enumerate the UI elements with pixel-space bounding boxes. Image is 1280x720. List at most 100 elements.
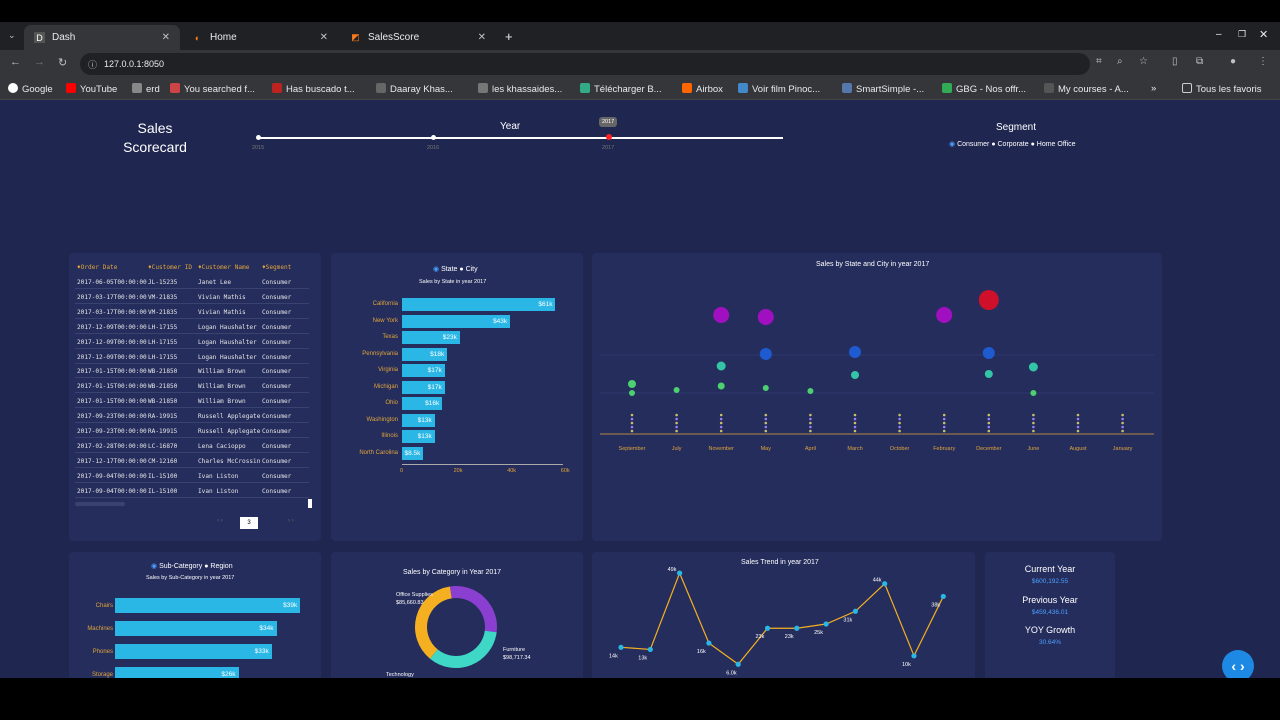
column-header[interactable]: ♦Order Date bbox=[77, 264, 118, 271]
data-point[interactable] bbox=[898, 429, 901, 433]
extensions-icon[interactable]: ⧉ bbox=[1196, 56, 1204, 67]
data-point[interactable] bbox=[987, 413, 991, 417]
star-icon[interactable]: ☆ bbox=[1139, 56, 1148, 67]
table-row[interactable]: 2017-06-05T00:00:00 JL-15235 Janet Lee Cons… bbox=[75, 277, 309, 289]
data-point[interactable] bbox=[1032, 421, 1035, 425]
data-point[interactable] bbox=[706, 640, 712, 646]
data-point[interactable] bbox=[630, 417, 634, 421]
all-bookmarks[interactable]: Tous les favoris bbox=[1182, 83, 1261, 95]
bookmark-item[interactable]: Has buscado t... bbox=[272, 83, 355, 95]
bookmark-item[interactable]: You searched f... bbox=[170, 83, 255, 95]
data-point[interactable] bbox=[647, 646, 653, 653]
radio-home-office[interactable]: ● bbox=[1030, 141, 1035, 148]
radio-subcategory[interactable]: ◉ bbox=[151, 563, 158, 570]
bar[interactable]: $8.5k bbox=[402, 446, 424, 460]
data-point[interactable] bbox=[987, 429, 991, 433]
site-info-icon[interactable]: ⓘ bbox=[88, 60, 98, 70]
data-point[interactable] bbox=[911, 653, 917, 659]
data-point[interactable] bbox=[809, 429, 812, 433]
minimize-icon[interactable]: – bbox=[1216, 29, 1222, 40]
bookmark-item[interactable]: Google bbox=[8, 83, 53, 95]
column-header[interactable]: ♦Customer ID bbox=[148, 264, 193, 271]
data-point[interactable] bbox=[1032, 429, 1035, 433]
bar[interactable]: $17k bbox=[402, 364, 445, 377]
bar[interactable]: $34k bbox=[115, 621, 277, 636]
data-point[interactable] bbox=[809, 421, 812, 425]
data-point[interactable] bbox=[1028, 362, 1038, 372]
close-icon[interactable]: ✕ bbox=[161, 32, 170, 43]
table-row[interactable]: 2017-12-09T00:00:00 LH-17155 Logan Haushal… bbox=[75, 337, 309, 349]
table-row[interactable]: 2017-03-17T00:00:00 VM-21835 Vivian Mathis… bbox=[75, 307, 309, 319]
data-point[interactable] bbox=[618, 644, 624, 650]
address-bar[interactable]: ⓘ 127.0.0.1:8050 bbox=[80, 53, 1090, 75]
data-point[interactable] bbox=[719, 413, 723, 417]
data-point[interactable] bbox=[807, 388, 814, 394]
data-point[interactable] bbox=[1121, 421, 1124, 425]
data-point[interactable] bbox=[978, 290, 999, 310]
bar[interactable]: $43k bbox=[402, 314, 511, 328]
translate-icon[interactable]: ⌗ bbox=[1096, 56, 1102, 67]
data-point[interactable] bbox=[719, 429, 723, 433]
data-point[interactable] bbox=[759, 348, 772, 360]
bar[interactable]: $39k bbox=[115, 598, 301, 613]
forward-icon[interactable]: → bbox=[34, 56, 45, 68]
menu-icon[interactable]: ⋮ bbox=[1258, 56, 1268, 67]
reload-icon[interactable]: ↻ bbox=[58, 57, 68, 69]
zoom-icon[interactable]: ⌕ bbox=[1117, 56, 1123, 67]
data-point[interactable] bbox=[942, 417, 946, 421]
bar[interactable]: $23k bbox=[402, 331, 460, 344]
bar[interactable]: $18k bbox=[402, 347, 448, 361]
close-icon[interactable]: ✕ bbox=[319, 32, 328, 43]
bookmark-item[interactable]: erd bbox=[132, 83, 160, 95]
tab-salesscore[interactable]: ◩ SalesScore ✕ bbox=[340, 25, 496, 50]
data-point[interactable] bbox=[898, 421, 901, 425]
data-point[interactable] bbox=[629, 390, 635, 396]
data-point[interactable] bbox=[764, 421, 768, 425]
data-point[interactable] bbox=[719, 421, 723, 425]
bookmark-item[interactable]: GBG - Nos offr... bbox=[942, 83, 1026, 95]
vertical-scrollbar[interactable] bbox=[308, 499, 312, 508]
tab-list-icon[interactable]: ⌄ bbox=[8, 30, 16, 40]
data-point[interactable] bbox=[764, 417, 768, 421]
donut-slice[interactable] bbox=[429, 630, 497, 668]
data-point[interactable] bbox=[1076, 413, 1080, 417]
data-point[interactable] bbox=[942, 413, 946, 417]
data-point[interactable] bbox=[853, 413, 857, 417]
data-point[interactable] bbox=[809, 417, 812, 421]
column-header[interactable]: ♦Segment bbox=[262, 264, 292, 271]
table-row[interactable]: 2017-12-09T00:00:00 LH-17155 Logan Haushal… bbox=[75, 352, 309, 364]
data-point[interactable] bbox=[1076, 421, 1080, 425]
next-page-icon[interactable]: › › bbox=[288, 518, 294, 524]
table-row[interactable]: 2017-12-09T00:00:00 LH-17155 Logan Haushal… bbox=[75, 322, 309, 334]
bookmark-item[interactable]: Voir film Pinoc... bbox=[738, 83, 820, 95]
table-row[interactable]: 2017-09-04T00:00:00 IL-15100 Ivan Liston Co… bbox=[75, 486, 309, 498]
data-point[interactable] bbox=[1076, 429, 1080, 433]
data-point[interactable] bbox=[853, 425, 857, 429]
data-point[interactable] bbox=[630, 429, 634, 433]
code-toggle-button[interactable]: ‹ › bbox=[1222, 650, 1254, 678]
data-point[interactable] bbox=[1076, 425, 1080, 429]
page-input[interactable]: 3 bbox=[240, 517, 258, 529]
data-point[interactable] bbox=[630, 421, 634, 425]
data-point[interactable] bbox=[982, 347, 995, 359]
bar[interactable]: $13k bbox=[402, 430, 435, 443]
bookmark-item[interactable]: les khassaides... bbox=[478, 83, 562, 95]
bookmark-item[interactable]: Télécharger B... bbox=[580, 83, 662, 95]
data-point[interactable] bbox=[628, 380, 636, 388]
data-point[interactable] bbox=[1032, 425, 1035, 429]
tab-home[interactable]: ◐ Home ✕ bbox=[182, 25, 338, 50]
radio-city[interactable]: ● bbox=[459, 266, 464, 273]
data-point[interactable] bbox=[852, 608, 858, 614]
profile-icon[interactable]: ● bbox=[1230, 56, 1237, 67]
data-point[interactable] bbox=[757, 309, 774, 325]
data-point[interactable] bbox=[716, 361, 726, 371]
data-point[interactable] bbox=[719, 425, 723, 429]
data-point[interactable] bbox=[1032, 417, 1035, 421]
table-row[interactable]: 2017-01-15T00:00:00 WB-21850 William Brown… bbox=[75, 381, 309, 394]
data-point[interactable] bbox=[673, 387, 680, 393]
close-icon[interactable]: ✕ bbox=[477, 32, 486, 43]
data-point[interactable] bbox=[675, 421, 678, 425]
data-point[interactable] bbox=[630, 425, 634, 429]
data-point[interactable] bbox=[882, 581, 888, 587]
data-point[interactable] bbox=[809, 413, 812, 417]
